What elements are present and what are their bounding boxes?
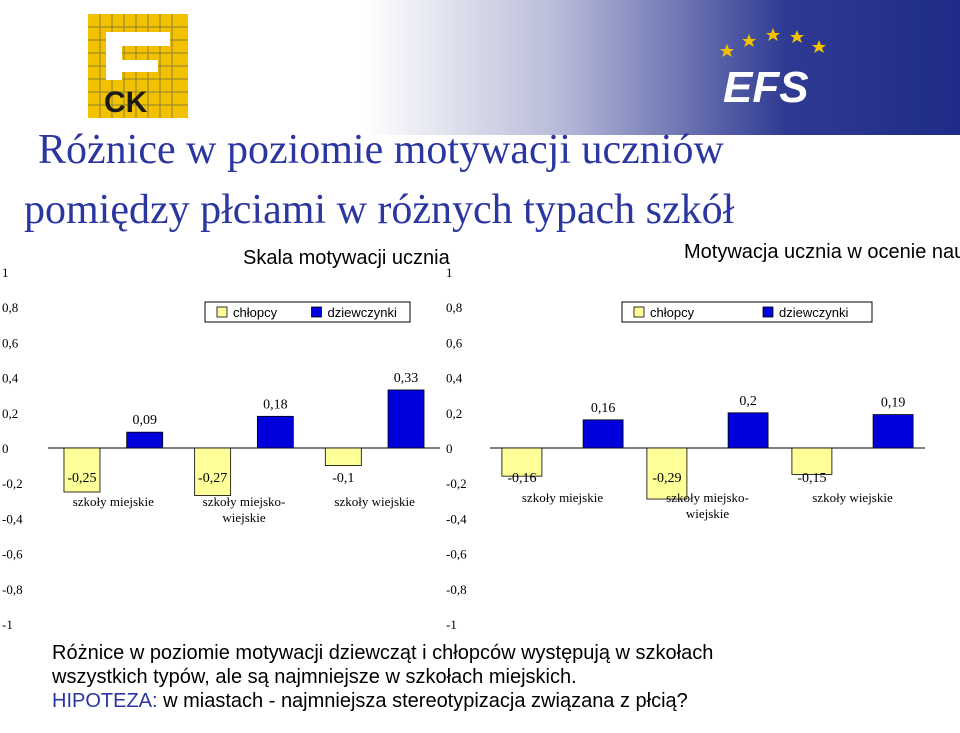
data-label: 0,33 [394,371,419,386]
y-tick-label: -0,6 [2,547,23,562]
page-title-line2: pomiędzy płciami w różnych typach szkół [24,187,735,233]
charts-area: Skala motywacji ucznia10,80,60,40,20-0,2… [2,241,960,632]
y-tick-label: -0,4 [2,511,23,526]
y-tick-label: 1 [446,265,453,280]
category-label: szkoły miejskie [522,490,603,505]
legend-swatch-girls [311,306,322,318]
bar-girls [872,414,914,449]
y-tick-label: -0,4 [446,511,467,526]
bar-boys [63,447,101,493]
legend-box [204,301,411,323]
notes-block: Różnice w poziomie motywacji dziewcząt i… [52,641,713,713]
y-tick-label: 0,6 [446,335,463,350]
y-tick-label: 0,4 [446,371,463,386]
bar-girls [582,419,624,449]
y-tick-label: 0,8 [446,300,462,315]
y-tick-label: 0 [446,441,453,456]
ck-logo: CK [88,14,188,118]
category-label: wiejskie [222,510,266,525]
efs-logo: EFS [720,28,826,112]
y-tick-label: 0,2 [446,406,462,421]
category-label: szkoły wiejskie [334,494,415,509]
hypothesis-label: HIPOTEZA: [52,690,158,712]
bar-girls [727,412,769,449]
legend-label-girls: dziewczynki [779,305,848,320]
y-tick-label: -1 [446,617,457,632]
data-label: -0,15 [797,471,826,486]
ck-logo-text: CK [104,86,148,118]
bar-boys [324,447,362,467]
legend-swatch-boys [216,306,228,318]
y-tick-label: 0 [2,441,9,456]
chart-legend: chłopcy dziewczynki [204,301,411,323]
category-label: szkoły miejsko- [203,494,286,509]
data-label: -0,27 [198,471,227,486]
data-label: -0,29 [652,471,681,486]
y-tick-label: -0,8 [446,582,467,597]
y-tick-label: 0,2 [2,406,18,421]
note-line-1: Różnice w poziomie motywacji dziewcząt i… [52,642,714,664]
data-label: 0,09 [132,413,157,428]
category-label: szkoły miejsko- [666,490,749,505]
data-label: -0,16 [507,471,536,486]
category-label: wiejskie [686,506,730,521]
y-tick-label: -1 [2,617,13,632]
legend-swatch-girls [762,306,774,318]
y-tick-label: 0,6 [2,335,19,350]
data-label: -0,1 [332,471,354,486]
y-tick-label: -0,8 [2,582,23,597]
hypothesis-line: HIPOTEZA: w miastach - najmniejsza stere… [52,689,713,713]
y-tick-label: -0,2 [2,476,23,491]
bar-girls [126,431,164,449]
page-title-line1: Różnice w poziomie motywacji uczniów [38,127,724,173]
chart-left: Skala motywacji ucznia10,80,60,40,20-0,2… [2,247,451,632]
legend-box [621,301,873,323]
bar-boys [501,447,543,477]
bar-girls [387,389,425,449]
bar-boys [646,447,688,500]
hypothesis-text: w miastach - najmniejsza stereotypizacja… [157,690,688,712]
bar-boys [791,447,833,475]
legend-label-girls: dziewczynki [328,305,397,320]
efs-logo-text: EFS [723,63,809,112]
chart-legend: chłopcy dziewczynki [621,301,873,323]
bar-boys [194,447,232,496]
bar-girls [256,415,294,449]
data-label: 0,16 [591,401,616,416]
note-line-2: wszystkich typów, ale są najmniejsze w s… [52,666,577,688]
legend-label-boys: chłopcy [650,305,695,320]
chart-title: Skala motywacji ucznia [243,247,451,269]
y-tick-label: -0,2 [446,476,467,491]
y-tick-label: 1 [2,265,9,280]
category-label: szkoły wiejskie [812,490,893,505]
y-tick-label: 0,8 [2,300,18,315]
chart-right: Motywacja ucznia w ocenie nauczyciela 1 0,… [446,241,960,632]
category-label: szkoły miejskie [73,494,154,509]
data-label: -0,25 [67,471,96,486]
chart-title: Motywacja ucznia w ocenie nauczyciela [684,241,960,263]
data-label: 0,2 [739,394,757,409]
legend-swatch-boys [633,306,645,318]
y-tick-label: 0,4 [2,371,19,386]
data-label: 0,18 [263,397,288,412]
data-label: 0,19 [881,396,906,411]
y-tick-label: -0,6 [446,547,467,562]
legend-label-boys: chłopcy [233,305,278,320]
